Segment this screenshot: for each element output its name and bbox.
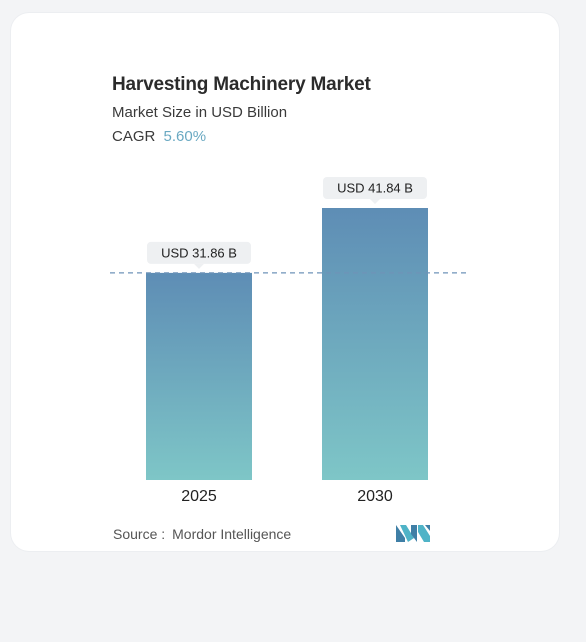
chart-subtitle: Market Size in USD Billion xyxy=(112,104,288,121)
x-tick-label-2030: 2030 xyxy=(357,488,393,505)
cagr-value: 5.60% xyxy=(163,128,207,145)
mordor-intelligence-logo-icon xyxy=(396,525,430,542)
value-label-text: USD 31.86 B xyxy=(161,245,237,260)
source-label: Source : xyxy=(113,526,166,542)
cagr-line: CAGR 5.60% xyxy=(112,128,206,145)
value-label-2030: USD 41.84 B xyxy=(323,177,427,204)
value-label-bg xyxy=(147,241,251,264)
chart-card xyxy=(11,13,559,551)
source-line: Source : Mordor Intelligence xyxy=(113,526,291,542)
x-tick-label-2025: 2025 xyxy=(181,488,217,505)
value-label-2025: USD 31.86 B xyxy=(147,241,251,269)
bar-2030 xyxy=(322,208,428,480)
value-label-pointer xyxy=(194,263,204,269)
value-label-bg xyxy=(323,177,427,199)
chart-title: Harvesting Machinery Market xyxy=(112,74,371,95)
value-label-pointer xyxy=(370,199,380,204)
source-value: Mordor Intelligence xyxy=(172,526,292,542)
bar-2025 xyxy=(146,272,252,480)
cagr-label: CAGR xyxy=(112,128,156,145)
value-label-text: USD 41.84 B xyxy=(337,181,413,196)
